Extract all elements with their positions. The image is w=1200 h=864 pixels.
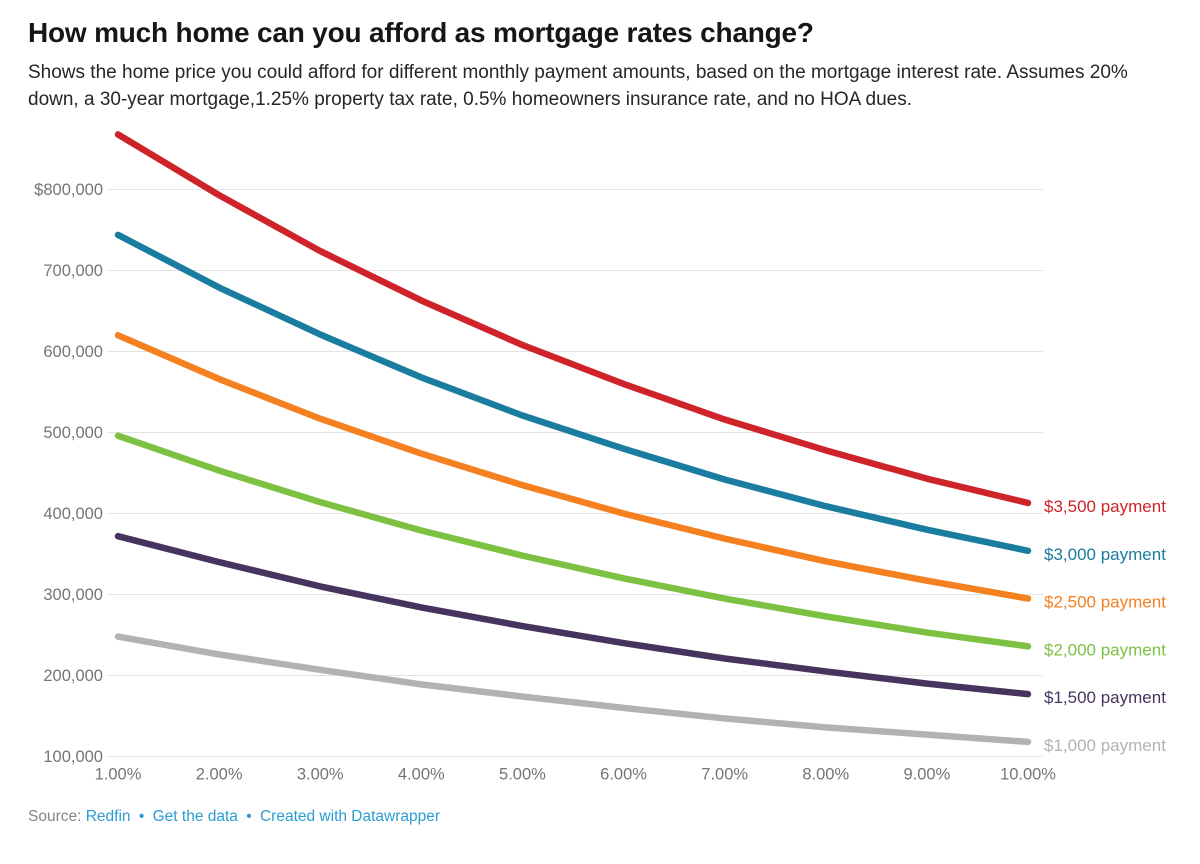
- y-tick-label: 400,000: [43, 505, 103, 523]
- series-line-2-500-payment: [114, 332, 1032, 602]
- chart-header: How much home can you afford as mortgage…: [0, 0, 1200, 113]
- y-tick-label: 500,000: [43, 424, 103, 442]
- series-label-2-500-payment: $2,500 payment: [1044, 593, 1166, 612]
- y-tick-label: 600,000: [43, 343, 103, 361]
- series-line-2-000-payment: [114, 432, 1032, 650]
- x-tick-label: 10.00%: [1000, 766, 1056, 784]
- x-tick-label: 1.00%: [95, 766, 142, 784]
- x-tick-label: 6.00%: [600, 766, 647, 784]
- line-chart-canvas: $800,000 700,000 600,000 500,000 400,000 300,…: [34, 131, 1166, 784]
- get-the-data-link[interactable]: Get the data: [152, 808, 238, 825]
- source-link-redfin[interactable]: Redfin: [85, 808, 131, 825]
- y-tick-label: 300,000: [43, 586, 103, 604]
- series-label-2-000-payment: $2,000 payment: [1044, 640, 1166, 659]
- y-tick-label: $800,000: [34, 181, 103, 199]
- series-line-1-500-payment: [114, 532, 1032, 698]
- series-label-1-000-payment: $1,000 payment: [1044, 736, 1166, 755]
- source-label: Source:: [28, 808, 82, 825]
- x-tick-label: 5.00%: [499, 766, 546, 784]
- line-chart: $800,000 700,000 600,000 500,000 400,000 300,…: [0, 119, 1200, 794]
- chart-footer: Source: Redfin • Get the data • Created …: [28, 808, 1200, 826]
- series-label-1-500-payment: $1,500 payment: [1044, 688, 1166, 707]
- y-tick-label: 100,000: [43, 748, 103, 766]
- series-label-3-000-payment: $3,000 payment: [1044, 545, 1166, 564]
- series-line-3-000-payment: [114, 231, 1032, 555]
- y-tick-label: 200,000: [43, 667, 103, 685]
- series-line-3-500-payment: [114, 131, 1032, 507]
- x-tick-label: 3.00%: [297, 766, 344, 784]
- x-tick-label: 2.00%: [196, 766, 243, 784]
- chart-subtitle: Shows the home price you could afford fo…: [28, 62, 1128, 110]
- x-tick-label: 4.00%: [398, 766, 445, 784]
- x-tick-label: 7.00%: [701, 766, 748, 784]
- footer-separator: •: [138, 808, 145, 825]
- datawrapper-credit-link[interactable]: Created with Datawrapper: [259, 808, 441, 825]
- series-line-1-000-payment: [114, 633, 1032, 746]
- y-tick-label: 700,000: [43, 262, 103, 280]
- x-tick-label: 9.00%: [903, 766, 950, 784]
- series-label-3-500-payment: $3,500 payment: [1044, 497, 1166, 516]
- footer-separator: •: [246, 808, 252, 825]
- x-tick-label: 8.00%: [802, 766, 849, 784]
- chart-title: How much home can you afford as mortgage…: [28, 17, 814, 48]
